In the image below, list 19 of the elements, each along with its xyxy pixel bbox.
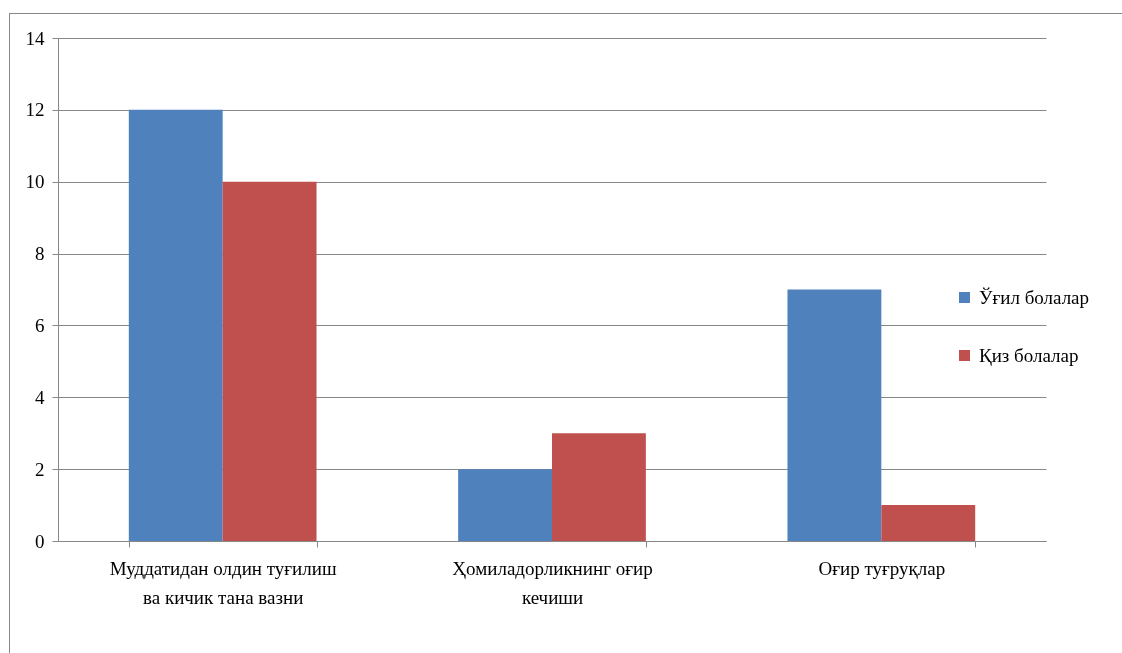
y-tick-label: 12 xyxy=(25,99,45,121)
y-tick-label: 10 xyxy=(25,171,45,193)
x-tick-label: Оғир туғруқлар xyxy=(818,557,946,579)
bar xyxy=(128,109,223,541)
bar xyxy=(552,433,646,541)
bar xyxy=(458,469,552,541)
y-tick-label: 0 xyxy=(35,530,45,552)
legend-label: Ўғил болалар xyxy=(979,286,1090,308)
x-tick-label: Ҳомиладорликнинг оғир кечиши xyxy=(452,557,653,608)
y-tick-label: 6 xyxy=(35,314,45,336)
bar xyxy=(222,181,317,541)
bar xyxy=(787,289,882,541)
bar xyxy=(881,505,976,541)
y-tick-label: 2 xyxy=(35,458,45,480)
y-tick-label: 4 xyxy=(35,386,45,408)
y-tick-label: 14 xyxy=(25,27,45,49)
legend-label: Қиз болалар xyxy=(979,344,1079,366)
y-tick-label: 8 xyxy=(35,243,45,265)
x-tick-label: Муддатидан олдин туғилиш ва кичик тана вазни xyxy=(109,557,337,608)
